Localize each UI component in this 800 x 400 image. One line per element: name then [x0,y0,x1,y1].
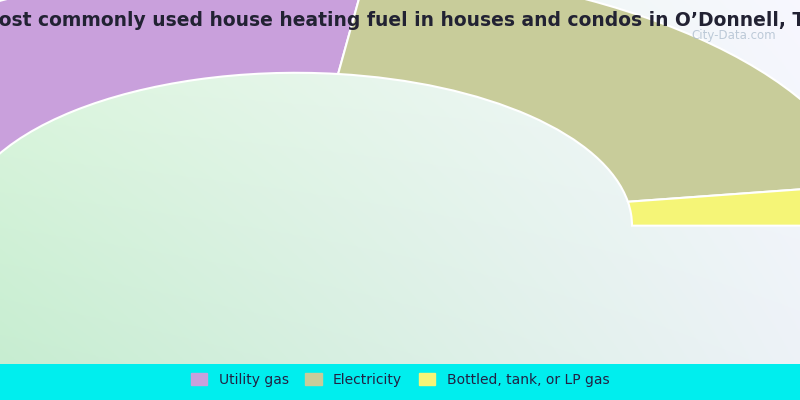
Wedge shape [628,185,800,226]
Wedge shape [0,0,368,226]
Legend: Utility gas, Electricity, Bottled, tank, or LP gas: Utility gas, Electricity, Bottled, tank,… [186,368,614,392]
Wedge shape [338,0,800,202]
Text: Most commonly used house heating fuel in houses and condos in O’Donnell, TX: Most commonly used house heating fuel in… [0,11,800,30]
Text: City-Data.com: City-Data.com [691,29,776,42]
